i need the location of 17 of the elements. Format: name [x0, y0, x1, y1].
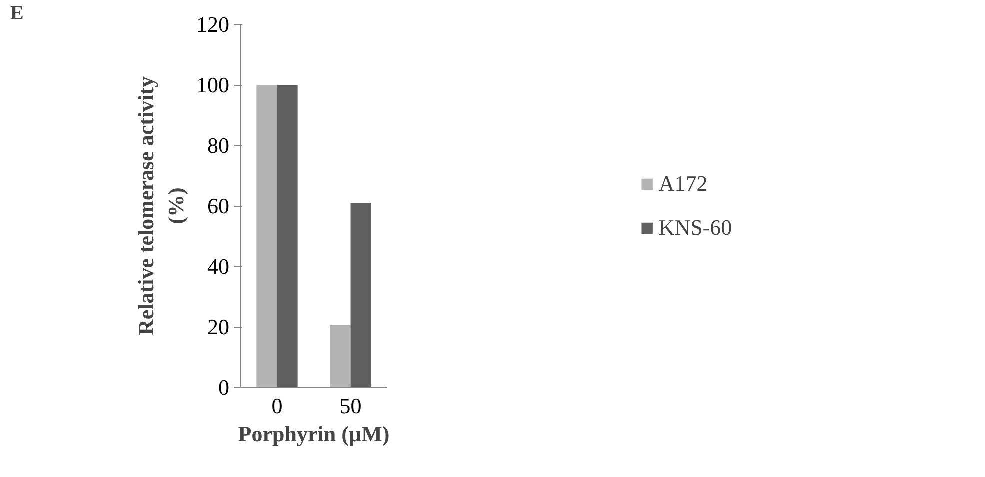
y-tick-label: 0 [218, 375, 230, 400]
legend-label: A172 [658, 170, 708, 196]
y-tick-label: 20 [208, 314, 230, 340]
text: E [10, 2, 24, 24]
bar [277, 85, 298, 388]
x-axis-title: Porphyrin (µM) [238, 422, 390, 446]
y-tick-label: 40 [208, 254, 230, 279]
y-axis-title: Relative telomerase activity (%) [134, 76, 188, 336]
legend-label: KNS-60 [658, 214, 732, 240]
y-tick-label: 80 [208, 133, 230, 158]
x-tick-label: 50 [340, 394, 362, 418]
bar [256, 85, 278, 388]
y-tick-label: 120 [196, 12, 230, 37]
y-tick-label: 60 [208, 194, 230, 218]
bar [350, 202, 372, 388]
bar [330, 325, 351, 388]
y-tick-label: 100 [196, 72, 230, 98]
